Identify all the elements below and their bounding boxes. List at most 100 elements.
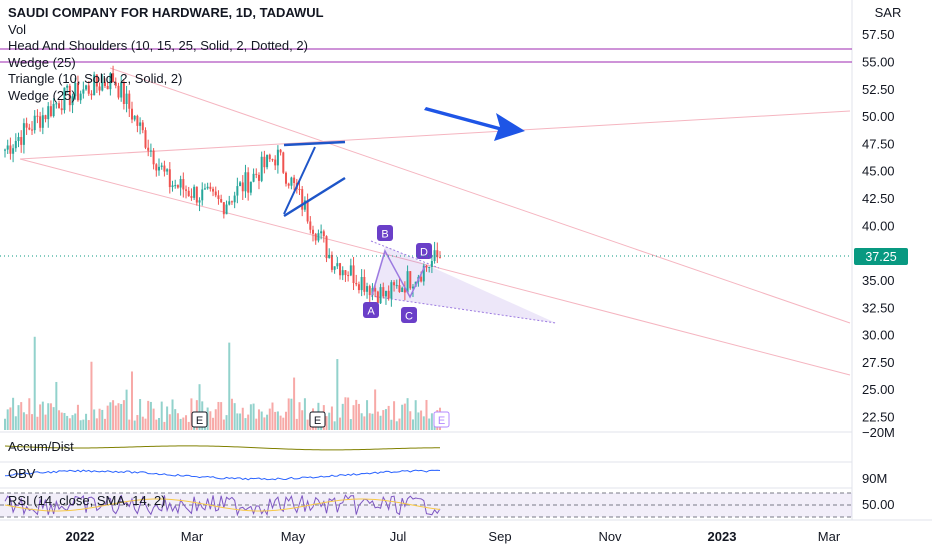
candle-body bbox=[147, 147, 150, 151]
candle-body bbox=[179, 179, 182, 188]
indicator-wedge-2[interactable]: Wedge (25) bbox=[8, 87, 76, 103]
candle-body bbox=[252, 173, 255, 182]
volume-bar bbox=[403, 403, 406, 430]
volume-bar bbox=[187, 421, 190, 430]
candle-body bbox=[282, 152, 285, 173]
indicator-head-and-shoulders[interactable]: Head And Shoulders (10, 15, 25, Solid, 2… bbox=[8, 38, 308, 53]
volume-bar bbox=[325, 416, 328, 430]
volume-bar bbox=[4, 418, 6, 430]
volume-bar bbox=[133, 420, 136, 430]
volume-bar bbox=[274, 411, 277, 430]
candle-body bbox=[249, 181, 252, 193]
candle-body bbox=[49, 106, 52, 117]
volume-bar bbox=[182, 417, 185, 430]
indicator-wedge-1[interactable]: Wedge (25) bbox=[8, 54, 76, 70]
volume-bar bbox=[90, 361, 93, 430]
pattern-point-label: D bbox=[420, 247, 428, 259]
pane-label-accum-dist[interactable]: Accum/Dist bbox=[8, 439, 74, 454]
candle-body bbox=[393, 282, 396, 286]
candle-body bbox=[33, 115, 36, 131]
pane-label-rsi[interactable]: RSI (14, close, SMA, 14, 2) bbox=[8, 493, 166, 508]
candle-body bbox=[255, 173, 258, 175]
volume-bar bbox=[31, 414, 34, 430]
volume-bar bbox=[252, 403, 255, 430]
volume-bar bbox=[47, 403, 50, 430]
candle-body bbox=[228, 201, 231, 205]
volume-bar bbox=[387, 405, 390, 430]
last-price-label: 37.25 bbox=[865, 250, 896, 264]
candle-body bbox=[317, 233, 320, 241]
price-tick-label: 40.00 bbox=[862, 218, 895, 233]
volume-bar bbox=[130, 371, 133, 430]
candle-body bbox=[66, 85, 69, 88]
volume-bars bbox=[4, 336, 441, 430]
candle-body bbox=[290, 177, 293, 186]
pattern-point-badge bbox=[363, 302, 379, 318]
volume-bar bbox=[244, 418, 247, 430]
candle-body bbox=[398, 285, 401, 292]
candle-body bbox=[76, 82, 79, 101]
candle-body bbox=[25, 123, 28, 128]
volume-bar bbox=[406, 398, 409, 430]
volume-bar bbox=[271, 402, 274, 430]
pattern-point-label: A bbox=[367, 306, 375, 318]
candle-body bbox=[128, 93, 131, 109]
candles bbox=[4, 65, 441, 308]
candle-body bbox=[79, 93, 82, 101]
volume-bar bbox=[9, 407, 12, 430]
pane-label-obv[interactable]: OBV bbox=[8, 466, 36, 481]
volume-bar bbox=[268, 408, 271, 430]
candle-body bbox=[106, 85, 109, 90]
volume-bar bbox=[212, 417, 215, 430]
volume-bar bbox=[290, 398, 293, 430]
candle-body bbox=[144, 130, 147, 148]
volume-bar bbox=[106, 405, 109, 430]
candle-body bbox=[222, 202, 225, 215]
volume-bar bbox=[349, 419, 352, 430]
earnings-marker-label: E bbox=[438, 415, 445, 427]
candle-body bbox=[217, 195, 220, 200]
candle-body bbox=[198, 200, 201, 203]
volume-bar bbox=[25, 414, 28, 430]
candle-body bbox=[349, 265, 352, 276]
volume-bar bbox=[71, 415, 74, 430]
rsi-axis-tick: 50.00 bbox=[862, 497, 895, 512]
candle-body bbox=[155, 164, 158, 171]
price-tick-label: 32.50 bbox=[862, 300, 895, 315]
candle-body bbox=[141, 122, 144, 131]
volume-bar bbox=[76, 404, 79, 430]
earnings-marker: E bbox=[433, 411, 450, 428]
volume-bar bbox=[266, 414, 269, 430]
candle-body bbox=[44, 115, 47, 120]
triangle-upper-dotted bbox=[370, 240, 440, 269]
candle-body bbox=[266, 154, 269, 168]
obv-line bbox=[4, 469, 441, 481]
candle-body bbox=[93, 74, 96, 96]
volume-bar bbox=[306, 419, 309, 430]
candle-body bbox=[387, 290, 390, 299]
volume-bar bbox=[155, 419, 158, 430]
volume-bar bbox=[63, 412, 66, 430]
volume-bar bbox=[347, 397, 350, 430]
volume-bar bbox=[101, 409, 104, 430]
candle-body bbox=[225, 204, 228, 215]
candle-body bbox=[376, 291, 379, 304]
volume-bar bbox=[139, 399, 142, 430]
wedge-upper-line bbox=[19, 110, 851, 160]
volume-bar bbox=[60, 412, 63, 430]
candle-body bbox=[301, 189, 304, 210]
indicator-vol[interactable]: Vol bbox=[8, 21, 27, 37]
volume-bar bbox=[430, 413, 433, 430]
volume-bar bbox=[409, 411, 412, 430]
volume-bar bbox=[58, 410, 61, 430]
volume-bar bbox=[395, 421, 398, 430]
volume-bar bbox=[428, 418, 431, 430]
candle-body bbox=[430, 261, 433, 267]
indicator-triangle[interactable]: Triangle (10, Solid, 2, Solid, 2) bbox=[8, 71, 183, 86]
volume-bar bbox=[176, 413, 179, 430]
volume-bar bbox=[6, 409, 9, 430]
candle-body bbox=[306, 200, 309, 222]
candle-body bbox=[395, 285, 398, 287]
candle-body bbox=[185, 189, 188, 191]
triangle-fill bbox=[371, 246, 556, 323]
